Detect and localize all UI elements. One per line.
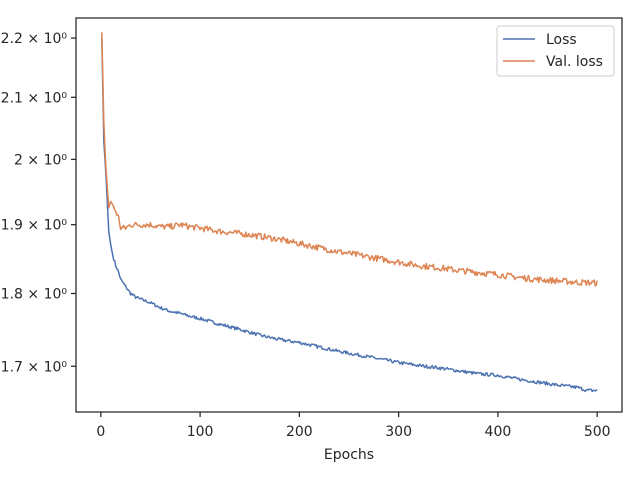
legend-label-loss: Loss <box>546 32 577 48</box>
series-line-val-loss <box>101 32 598 287</box>
series-line-loss <box>101 38 598 393</box>
x-axis-label: Epochs <box>324 447 374 463</box>
series-lines <box>101 32 598 393</box>
x-axis-ticks: 0 100 200 300 400 500 <box>96 412 611 440</box>
x-tick-label: 400 <box>485 424 512 440</box>
x-tick-label: 0 <box>96 424 105 440</box>
y-axis-ticks: 1.7 × 10⁰ 1.8 × 10⁰ 1.9 × 10⁰ 2 × 10⁰ 2.1 × … <box>1 31 76 375</box>
x-tick-label: 200 <box>286 424 313 440</box>
legend-label-val-loss: Val. loss <box>546 54 603 70</box>
y-tick-label: 1.8 × 10⁰ <box>1 287 68 303</box>
x-tick-label: 500 <box>584 424 611 440</box>
x-tick-label: 100 <box>187 424 214 440</box>
legend: Loss Val. loss <box>496 25 615 77</box>
y-tick-label: 1.7 × 10⁰ <box>1 359 68 375</box>
y-tick-label: 2 × 10⁰ <box>14 152 67 168</box>
x-tick-label: 300 <box>385 424 412 440</box>
y-tick-label: 2.2 × 10⁰ <box>1 31 68 47</box>
y-tick-label: 2.1 × 10⁰ <box>1 90 68 106</box>
plot-frame <box>75 17 623 413</box>
y-tick-label: 1.9 × 10⁰ <box>1 218 68 234</box>
